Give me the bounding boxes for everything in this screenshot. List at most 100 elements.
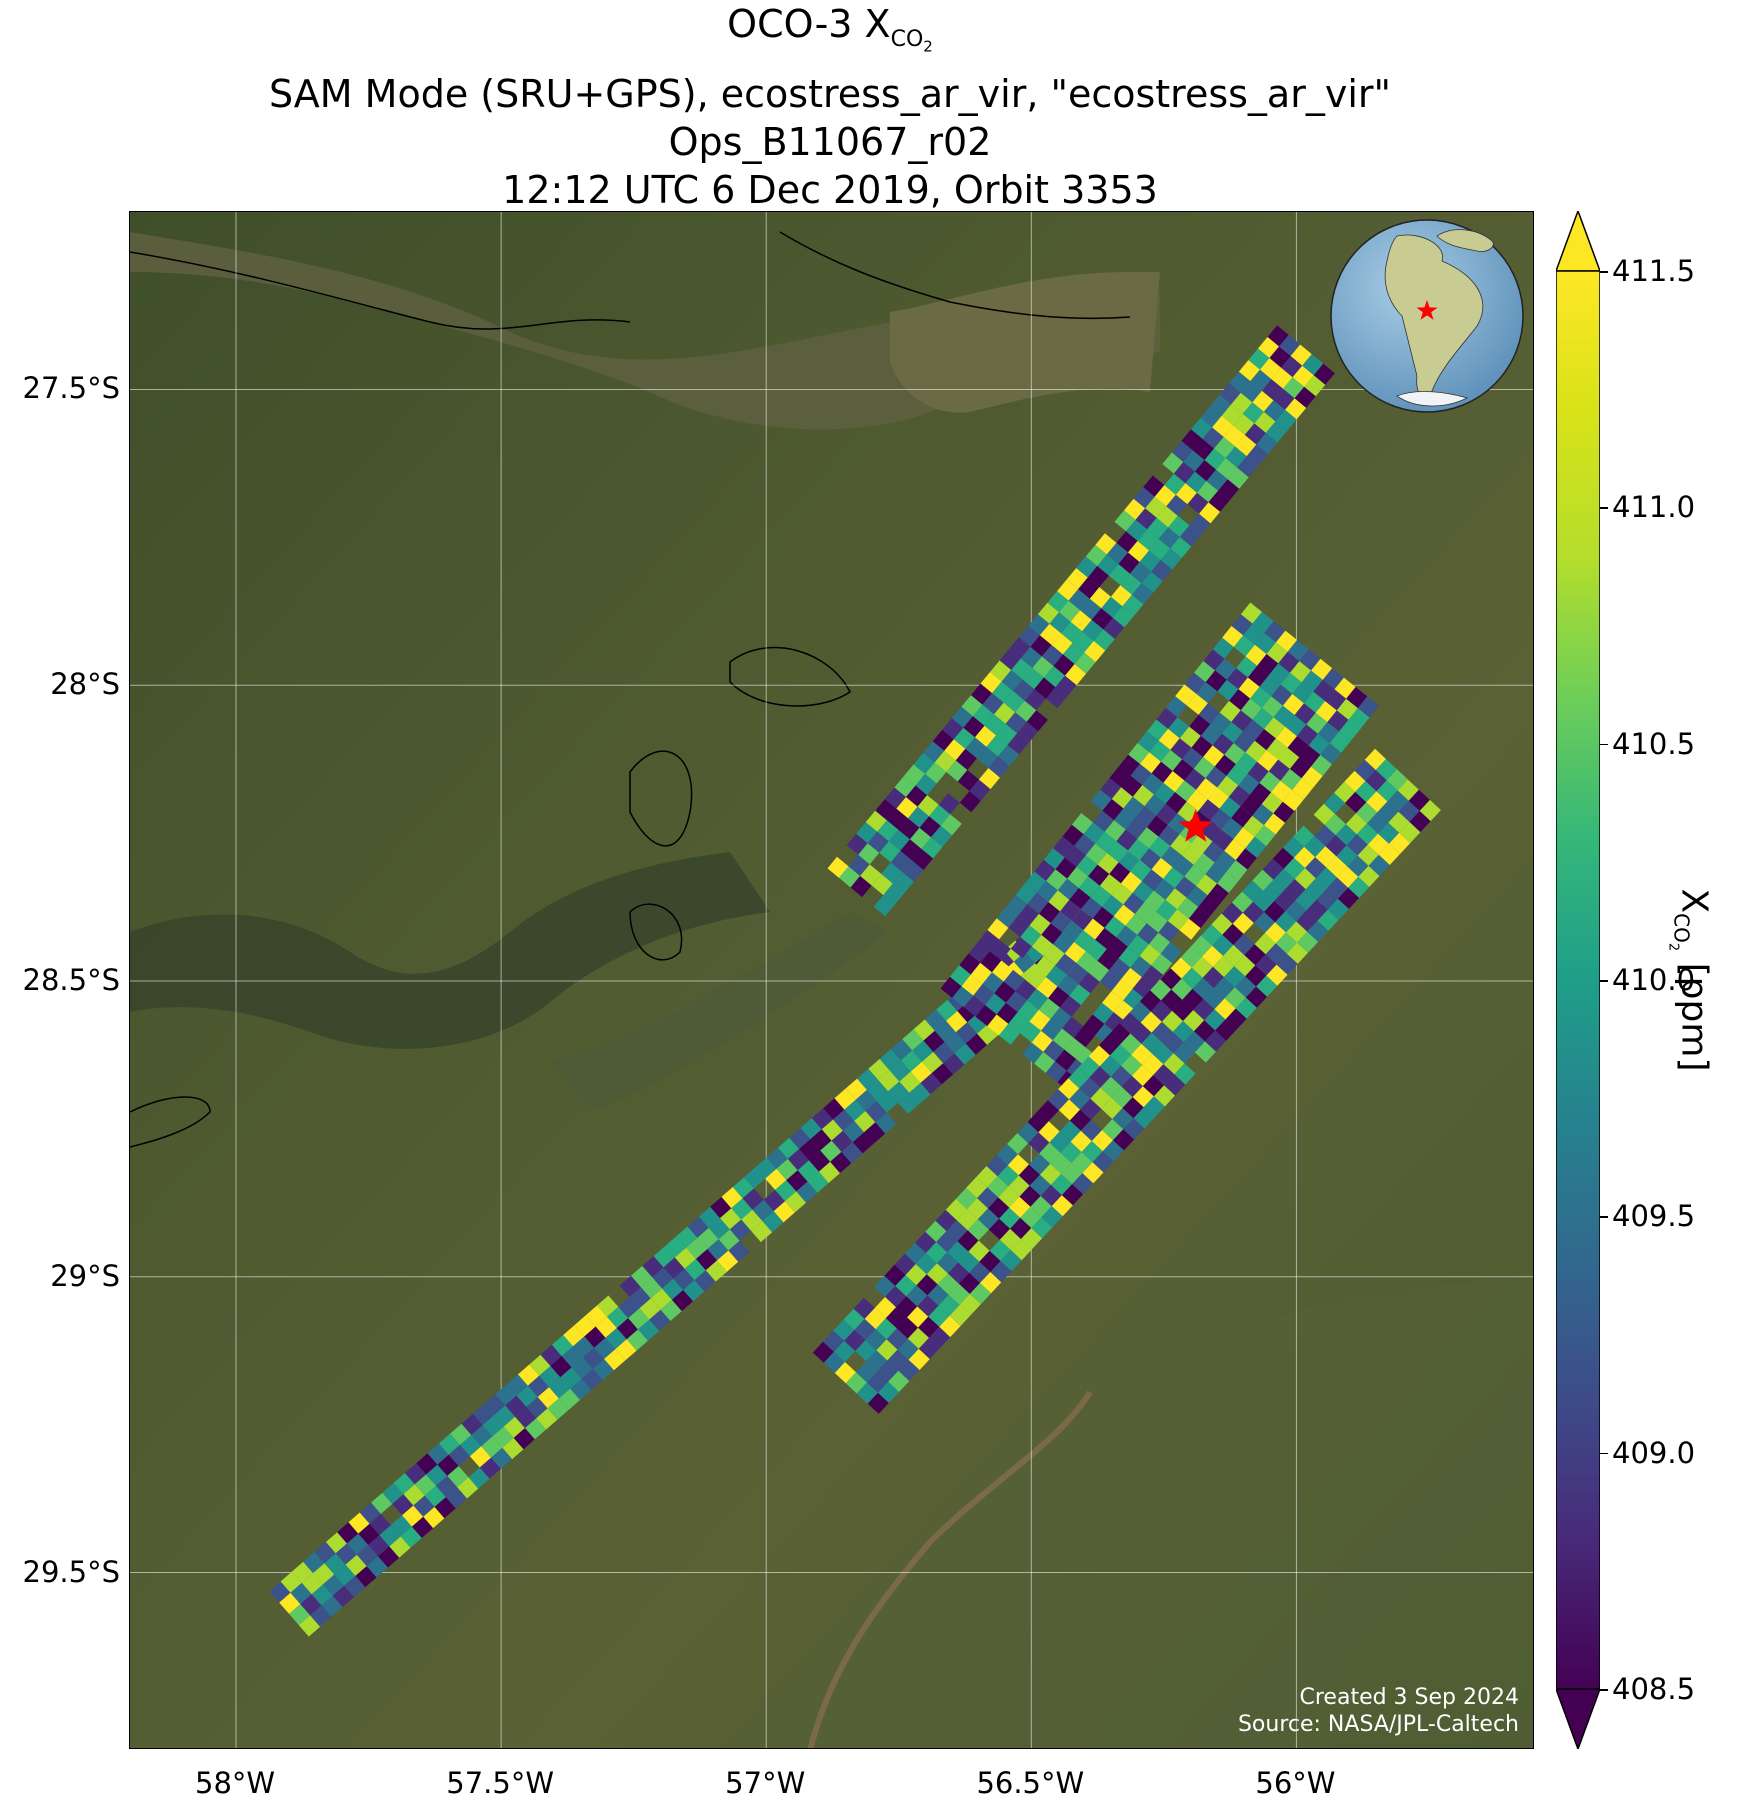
sounding-cell	[875, 1318, 897, 1340]
sounding-cell	[1070, 610, 1092, 632]
sounding-cell	[1092, 1151, 1114, 1173]
sounding-cell	[1005, 712, 1027, 734]
sounding-cell	[966, 1198, 989, 1220]
sounding-cell	[1041, 1019, 1063, 1041]
sounding-cell	[933, 1042, 955, 1064]
river-delta	[890, 272, 1160, 413]
sounding-cell	[438, 1433, 460, 1455]
sounding-cell	[1376, 780, 1398, 802]
sounding-cell	[1295, 889, 1317, 911]
sounding-cell	[975, 1005, 997, 1027]
sounding-cell	[977, 1187, 999, 1209]
sounding-cell	[1183, 450, 1205, 472]
sounding-cell	[1206, 469, 1228, 491]
sounding-cell	[1064, 1037, 1086, 1059]
sounding-cell	[963, 716, 985, 738]
sounding-cell	[778, 1137, 800, 1159]
sounding-cell	[877, 820, 899, 842]
sounding-cell	[708, 1218, 730, 1240]
sounding-cell	[1203, 745, 1225, 767]
sounding-cell	[436, 1475, 458, 1498]
sounding-cell	[1118, 850, 1140, 872]
sounding-cell	[1102, 895, 1124, 917]
sounding-cell	[1071, 1152, 1093, 1174]
sounding-cell	[959, 1293, 981, 1316]
sounding-cell	[936, 999, 958, 1021]
sounding-cell	[321, 1595, 343, 1617]
sounding-cell	[1017, 1000, 1039, 1022]
sounding-cell	[279, 1592, 301, 1614]
sounding-cell	[875, 799, 897, 821]
sounding-cell	[1140, 1011, 1162, 1033]
sounding-cell	[1212, 637, 1234, 659]
sounding-cell	[1177, 897, 1199, 919]
sounding-cell	[949, 1304, 971, 1327]
sounding-cell	[1221, 404, 1243, 426]
sounding-cell	[1153, 1064, 1175, 1086]
sounding-cell	[949, 965, 971, 987]
sounding-cell	[1273, 801, 1295, 823]
sounding-cell	[1322, 668, 1344, 690]
sounding-cell	[1244, 944, 1266, 966]
sounding-cell	[947, 1241, 969, 1263]
sounding-cell	[1305, 857, 1327, 879]
sounding-cell	[1055, 953, 1077, 975]
sounding-cell	[1027, 988, 1049, 1010]
sounding-cell	[1182, 988, 1204, 1010]
sounding-cell	[1032, 656, 1054, 678]
sounding-cell	[1265, 421, 1288, 443]
sounding-cell	[1110, 1044, 1132, 1066]
sounding-cell	[1008, 1175, 1030, 1197]
sounding-cell	[1008, 1012, 1030, 1034]
sounding-cell	[1050, 1152, 1072, 1174]
sounding-cell	[1244, 423, 1266, 445]
title-line-1: OCO-3 XCO2	[727, 2, 933, 55]
sounding-cell	[1278, 651, 1300, 673]
sounding-cell	[1210, 808, 1232, 830]
sounding-cell	[1162, 452, 1184, 474]
sounding-cell	[1194, 1020, 1216, 1042]
sounding-cell	[1122, 1097, 1144, 1119]
colorbar-tick-mark	[1600, 1452, 1608, 1455]
coastline-contour	[779, 231, 1131, 320]
sounding-cell	[821, 1119, 843, 1141]
sounding-cell	[1118, 754, 1140, 776]
sounding-cell	[909, 1082, 931, 1105]
sounding-cell	[1203, 649, 1225, 671]
sounding-cell	[996, 906, 1018, 928]
sounding-cell	[673, 1268, 695, 1290]
sounding-cell	[1257, 654, 1279, 676]
sounding-cell	[931, 1063, 954, 1085]
sounding-cell	[1116, 531, 1138, 553]
sounding-cell	[1069, 984, 1091, 1006]
sounding-cell	[505, 1395, 527, 1417]
sounding-cell	[980, 1272, 1002, 1294]
sounding-cell	[888, 1370, 910, 1392]
sounding-cell	[1276, 953, 1298, 975]
sounding-cell	[1123, 1118, 1145, 1140]
sounding-cell	[994, 702, 1016, 724]
sounding-cell	[1337, 887, 1360, 909]
sounding-cell	[1133, 487, 1155, 509]
sounding-cell	[921, 837, 943, 859]
sounding-cell	[1046, 869, 1068, 891]
sounding-cell	[732, 1177, 754, 1199]
sounding-cell	[1194, 1041, 1216, 1063]
colorbar-extend-min	[1556, 1688, 1600, 1749]
sounding-cell	[1036, 880, 1058, 902]
sounding-cell	[447, 1466, 469, 1488]
uruguay-river	[807, 1390, 1093, 1748]
sounding-cell	[527, 1375, 549, 1397]
sounding-cell	[953, 727, 975, 749]
sounding-cell	[1386, 769, 1408, 791]
sounding-cell	[1205, 670, 1227, 692]
sounding-cell	[1123, 796, 1145, 818]
sounding-cell	[1095, 533, 1117, 555]
sounding-cell	[1255, 954, 1277, 976]
sounding-cell	[471, 1425, 493, 1447]
sounding-cell	[481, 1436, 503, 1458]
sounding-cell	[1224, 987, 1246, 1009]
sounding-cell	[1315, 867, 1338, 889]
sounding-cell	[628, 1308, 650, 1330]
sounding-cell	[864, 1307, 886, 1330]
